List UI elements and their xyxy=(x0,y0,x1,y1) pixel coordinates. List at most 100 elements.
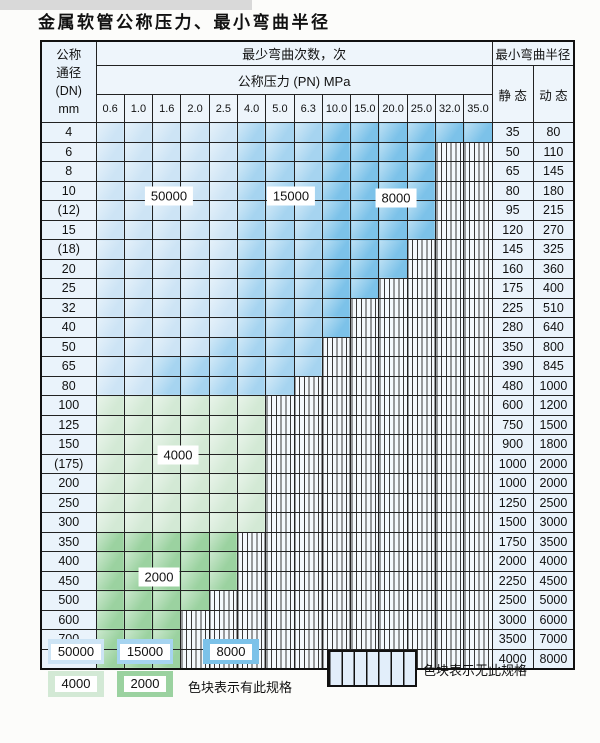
no-spec-cell xyxy=(463,239,493,260)
spec-cell xyxy=(293,239,323,260)
no-spec-cell xyxy=(406,570,437,591)
no-spec-cell xyxy=(435,317,465,338)
no-spec-cell xyxy=(265,492,295,513)
no-spec-cell xyxy=(350,434,380,455)
pressure-tick: 32.0 xyxy=(435,94,465,123)
pressure-tick: 2.0 xyxy=(180,94,210,123)
no-spec-cell xyxy=(435,375,465,396)
no-spec-cell xyxy=(378,395,408,416)
spec-cell xyxy=(321,258,352,279)
no-spec-cell xyxy=(293,492,323,513)
dn-cell: (175) xyxy=(40,453,97,474)
no-spec-cell xyxy=(463,648,493,670)
spec-cell xyxy=(208,492,238,513)
no-spec-cell xyxy=(435,648,465,670)
no-spec-cell xyxy=(463,219,493,240)
no-spec-cell xyxy=(435,395,465,416)
no-spec-cell xyxy=(265,512,295,533)
spec-cell xyxy=(293,278,323,299)
no-spec-cell xyxy=(435,278,465,299)
spec-cell xyxy=(350,200,380,221)
no-spec-cell xyxy=(435,180,465,201)
spec-cell xyxy=(265,278,295,299)
pressure-header: 公称压力 (PN) MPa xyxy=(95,65,493,95)
no-spec-cell xyxy=(406,629,437,650)
spec-cell xyxy=(152,590,182,611)
spec-cell xyxy=(95,531,125,552)
dynamic-cell: 800 xyxy=(532,336,575,357)
static-cell: 600 xyxy=(491,395,534,416)
spec-cell xyxy=(95,336,125,357)
dn-cell: 200 xyxy=(40,473,97,494)
table-row: 4 35 80 xyxy=(40,122,575,143)
spec-cell xyxy=(208,200,238,221)
spec-cell xyxy=(95,200,125,221)
no-spec-cell xyxy=(321,590,352,611)
no-spec-cell xyxy=(350,551,380,572)
table-row: 10 80 180 xyxy=(40,180,575,201)
dynamic-cell: 845 xyxy=(532,356,575,377)
no-spec-cell xyxy=(265,609,295,630)
spec-cell xyxy=(208,180,238,201)
dynamic-cell: 640 xyxy=(532,317,575,338)
dn-cell: 100 xyxy=(40,395,97,416)
no-spec-cell xyxy=(350,414,380,435)
spec-cell xyxy=(208,141,238,162)
spec-cell xyxy=(95,278,125,299)
no-spec-cell xyxy=(406,609,437,630)
spec-cell xyxy=(123,453,154,474)
spec-cell xyxy=(123,590,154,611)
spec-cell xyxy=(180,336,210,357)
spec-cell xyxy=(95,434,125,455)
legend-has-spec-text: 色块表示有此规格 xyxy=(188,680,293,695)
spec-cell xyxy=(321,122,352,143)
no-spec-cell xyxy=(378,609,408,630)
dn-cell: 4 xyxy=(40,122,97,143)
no-spec-cell xyxy=(463,453,493,474)
no-spec-cell xyxy=(265,453,295,474)
spec-cell xyxy=(208,297,238,318)
no-spec-cell xyxy=(321,434,352,455)
spec-cell xyxy=(208,317,238,338)
table-row: (18) 145 325 xyxy=(40,239,575,260)
static-cell: 2500 xyxy=(491,590,534,611)
no-spec-cell xyxy=(293,551,323,572)
no-spec-cell xyxy=(463,200,493,221)
spec-cell xyxy=(236,219,267,240)
no-spec-cell xyxy=(378,551,408,572)
dn-header: 公称 通径 (DN) mm xyxy=(40,40,97,123)
spec-cell xyxy=(180,395,210,416)
spec-cell xyxy=(123,512,154,533)
dn-cell: 40 xyxy=(40,317,97,338)
dn-cell: 10 xyxy=(40,180,97,201)
no-spec-cell xyxy=(265,395,295,416)
spec-cell xyxy=(180,219,210,240)
dn-cell: (18) xyxy=(40,239,97,260)
no-spec-cell xyxy=(350,356,380,377)
no-spec-cell xyxy=(435,434,465,455)
spec-cell xyxy=(123,122,154,143)
spec-cell xyxy=(180,414,210,435)
spec-cell xyxy=(95,317,125,338)
dn-cell: 80 xyxy=(40,375,97,396)
dn-header-line: 通径 xyxy=(56,65,82,80)
legend-swatch-4000: 4000 xyxy=(48,671,104,697)
no-spec-cell xyxy=(236,570,267,591)
spec-cell xyxy=(265,258,295,279)
spec-cell xyxy=(123,297,154,318)
no-spec-cell xyxy=(378,570,408,591)
no-spec-cell xyxy=(463,512,493,533)
spec-cell xyxy=(152,512,182,533)
spec-cell xyxy=(265,297,295,318)
no-spec-cell xyxy=(265,414,295,435)
spec-cell xyxy=(95,297,125,318)
spec-cell xyxy=(236,336,267,357)
spec-cell xyxy=(123,609,154,630)
pressure-tick: 20.0 xyxy=(378,94,408,123)
table-row: 65 390 845 xyxy=(40,356,575,377)
no-spec-cell xyxy=(293,434,323,455)
spec-cell xyxy=(95,473,125,494)
no-spec-cell xyxy=(321,512,352,533)
spec-cell xyxy=(123,551,154,572)
spec-cell xyxy=(321,219,352,240)
